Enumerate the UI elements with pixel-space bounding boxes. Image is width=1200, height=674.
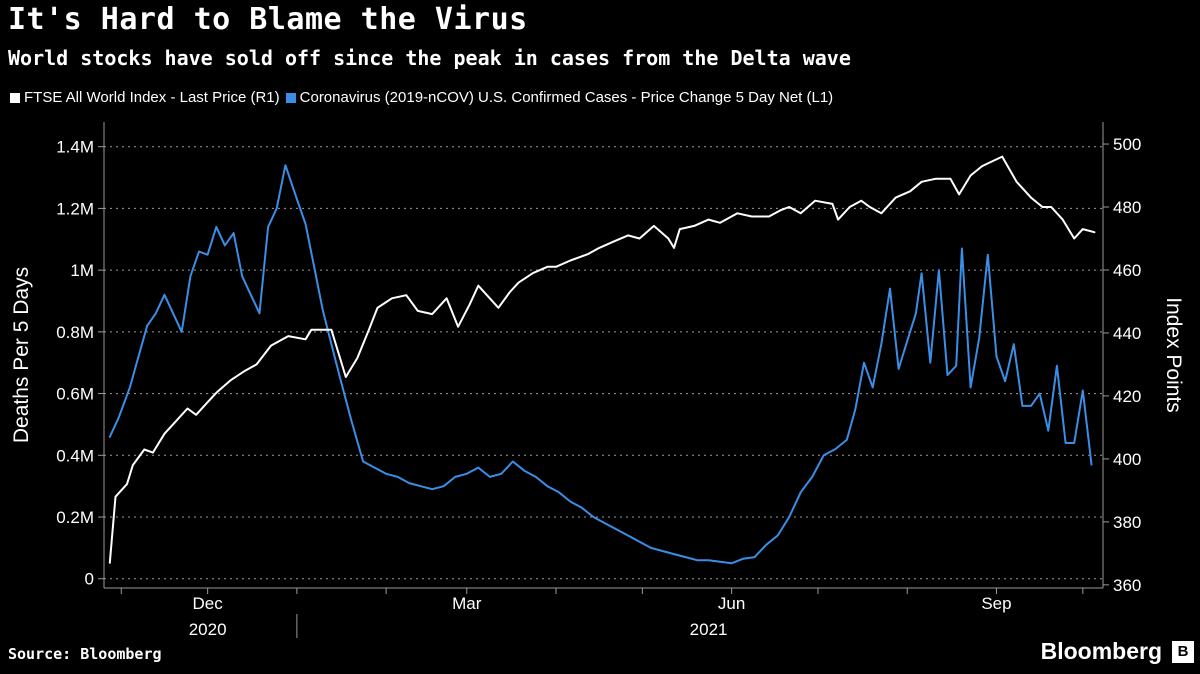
grid-lines xyxy=(104,146,1103,580)
legend-item-cases: Coronavirus (2019-nCOV) U.S. Confirmed C… xyxy=(285,89,834,106)
tick-labels: 0 0.2M 0.4M 0.6M 0.8M 1M 1.2M 1.4M 360 380 400 420 4… xyxy=(56,135,1141,639)
left-tick-label-2: 0.4M xyxy=(56,446,94,465)
source-note: Source: Bloomberg xyxy=(8,645,162,663)
series-lines xyxy=(108,155,1096,565)
right-tick-label-0: 360 xyxy=(1113,576,1141,595)
brand-name: Bloomberg xyxy=(1040,638,1162,664)
left-tick-label-0: 0 xyxy=(85,570,94,589)
right-tick-label-6: 480 xyxy=(1113,198,1141,217)
right-tick-label-1: 380 xyxy=(1113,513,1141,532)
left-tick-label-7: 1.4M xyxy=(56,138,94,157)
x-tick-label-2: Jun xyxy=(718,594,745,613)
left-tick-label-4: 0.8M xyxy=(56,323,94,342)
left-tick-label-1: 0.2M xyxy=(56,508,94,527)
right-tick-label-7: 500 xyxy=(1113,135,1141,154)
x-year-label-0: 2020 xyxy=(189,620,227,639)
x-tick-label-3: Sep xyxy=(981,594,1011,613)
legend-label-stocks: FTSE All World Index - Last Price (R1) xyxy=(24,89,280,106)
x-tick-label-1: Mar xyxy=(452,594,482,613)
legend-swatch-cases xyxy=(285,92,296,103)
right-tick-label-2: 400 xyxy=(1113,450,1141,469)
chart-title: It's Hard to Blame the Virus xyxy=(8,2,528,37)
right-tick-label-4: 440 xyxy=(1113,324,1141,343)
left-tick-label-5: 1M xyxy=(70,261,94,280)
right-tick-label-3: 420 xyxy=(1113,387,1141,406)
legend-label-cases: Coronavirus (2019-nCOV) U.S. Confirmed C… xyxy=(299,89,834,106)
legend: FTSE All World Index - Last Price (R1) C… xyxy=(10,89,833,106)
left-tick-label-3: 0.6M xyxy=(56,385,94,404)
legend-swatch-stocks xyxy=(10,92,20,103)
left-axis-title: Deaths Per 5 Days xyxy=(10,267,33,443)
left-tick-label-6: 1.2M xyxy=(56,199,94,218)
right-tick-label-5: 460 xyxy=(1113,261,1141,280)
brand-logo-icon: B xyxy=(1172,641,1194,663)
series-line-cases xyxy=(108,164,1093,565)
legend-item-stocks: FTSE All World Index - Last Price (R1) xyxy=(10,89,280,106)
x-year-label-1: 2021 xyxy=(690,620,728,639)
chart-subtitle: World stocks have sold off since the pea… xyxy=(8,46,851,70)
right-axis-title: Index Points xyxy=(1162,297,1185,413)
x-tick-label-0: Dec xyxy=(193,594,224,613)
series-line-stocks xyxy=(108,155,1096,564)
axes xyxy=(103,122,1104,589)
